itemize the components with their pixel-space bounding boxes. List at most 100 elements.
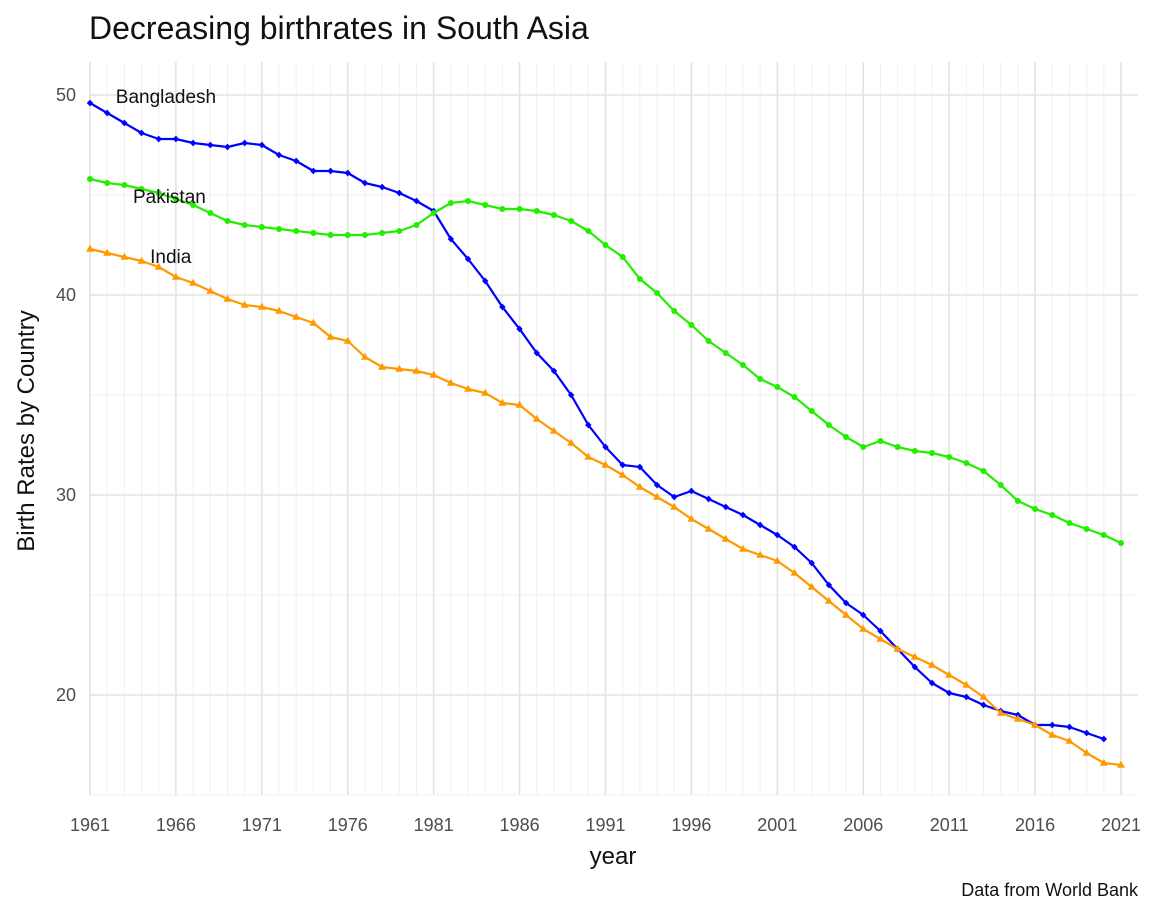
x-axis-title: year — [590, 843, 637, 870]
data-point — [1083, 526, 1090, 532]
data-point — [671, 493, 678, 501]
data-point — [1031, 720, 1040, 728]
data-point — [585, 421, 592, 429]
data-point — [172, 135, 180, 143]
data-point — [413, 197, 420, 205]
grid — [89, 62, 1138, 796]
data-point — [189, 139, 197, 147]
data-point — [824, 596, 833, 604]
data-point — [86, 99, 94, 107]
data-point — [688, 487, 695, 495]
data-point — [997, 482, 1004, 488]
data-point — [550, 212, 557, 218]
data-point — [429, 370, 438, 378]
data-point — [670, 502, 679, 510]
data-point — [241, 139, 248, 147]
data-point — [962, 680, 971, 688]
data-point — [240, 300, 249, 308]
data-point — [138, 186, 145, 192]
data-point — [309, 318, 318, 326]
data-point — [516, 206, 523, 212]
data-point — [808, 408, 815, 414]
data-point — [1014, 498, 1021, 504]
data-point — [396, 228, 403, 234]
series-label-india: India — [150, 247, 192, 268]
x-tick-label: 2021 — [1101, 815, 1141, 835]
data-point — [550, 367, 558, 375]
data-point — [722, 503, 729, 511]
data-point — [171, 272, 180, 280]
x-tick-label: 1976 — [328, 815, 368, 835]
data-point — [1100, 532, 1107, 538]
data-point — [103, 109, 111, 117]
data-point — [344, 232, 351, 238]
data-point — [894, 444, 901, 450]
data-point — [172, 196, 179, 202]
y-tick-label: 40 — [56, 285, 76, 305]
data-point — [121, 182, 128, 188]
data-point — [963, 693, 970, 701]
data-point — [635, 482, 644, 490]
data-point — [86, 244, 94, 252]
data-point — [275, 306, 284, 314]
data-point — [104, 180, 111, 186]
data-point — [893, 644, 902, 652]
x-tick-label: 1961 — [70, 815, 110, 835]
data-point — [241, 222, 248, 228]
data-point — [258, 141, 266, 149]
x-tick-label: 1966 — [156, 815, 196, 835]
data-point — [533, 208, 540, 214]
data-point — [190, 202, 197, 208]
data-point — [945, 670, 954, 678]
data-point — [292, 312, 301, 320]
x-tick-label: 1971 — [242, 815, 282, 835]
data-point — [739, 362, 746, 368]
data-point — [224, 143, 231, 151]
data-point — [361, 232, 368, 238]
data-point — [1099, 758, 1108, 766]
y-tick-label: 20 — [56, 685, 76, 705]
data-point — [859, 624, 868, 632]
data-point — [619, 461, 626, 469]
data-point — [121, 119, 128, 127]
data-point — [653, 481, 661, 489]
data-point — [310, 230, 317, 236]
data-point — [257, 302, 266, 310]
data-point — [739, 511, 747, 519]
data-point — [1032, 506, 1039, 512]
data-point — [549, 426, 558, 434]
data-point — [395, 364, 404, 372]
data-point — [979, 692, 988, 700]
data-point — [207, 141, 214, 149]
data-point — [654, 290, 661, 296]
series-line-bangladesh — [89, 102, 1105, 741]
data-point — [378, 362, 387, 370]
x-tick-label: 1981 — [414, 815, 454, 835]
data-point — [602, 242, 609, 248]
data-point — [464, 384, 473, 392]
data-point — [533, 349, 540, 357]
data-point — [412, 366, 421, 374]
data-point — [790, 568, 799, 576]
chart-title: Decreasing birthrates in South Asia — [89, 10, 589, 46]
x-tick-label: 2016 — [1015, 815, 1055, 835]
data-point — [980, 701, 987, 709]
data-point — [1118, 540, 1124, 546]
data-point — [704, 524, 713, 532]
data-point — [927, 660, 936, 668]
data-point — [516, 325, 523, 333]
data-point — [1013, 714, 1022, 722]
data-point — [464, 255, 472, 263]
data-point — [293, 228, 300, 234]
data-point — [584, 452, 593, 460]
data-point — [1066, 520, 1073, 526]
x-tick-label: 2006 — [843, 815, 883, 835]
data-point — [671, 308, 678, 314]
chart-caption: Data from World Bank — [961, 880, 1138, 900]
data-point — [1100, 735, 1108, 743]
data-point — [515, 400, 524, 408]
data-point — [103, 248, 112, 256]
data-point — [1083, 729, 1090, 737]
data-point — [189, 278, 198, 286]
